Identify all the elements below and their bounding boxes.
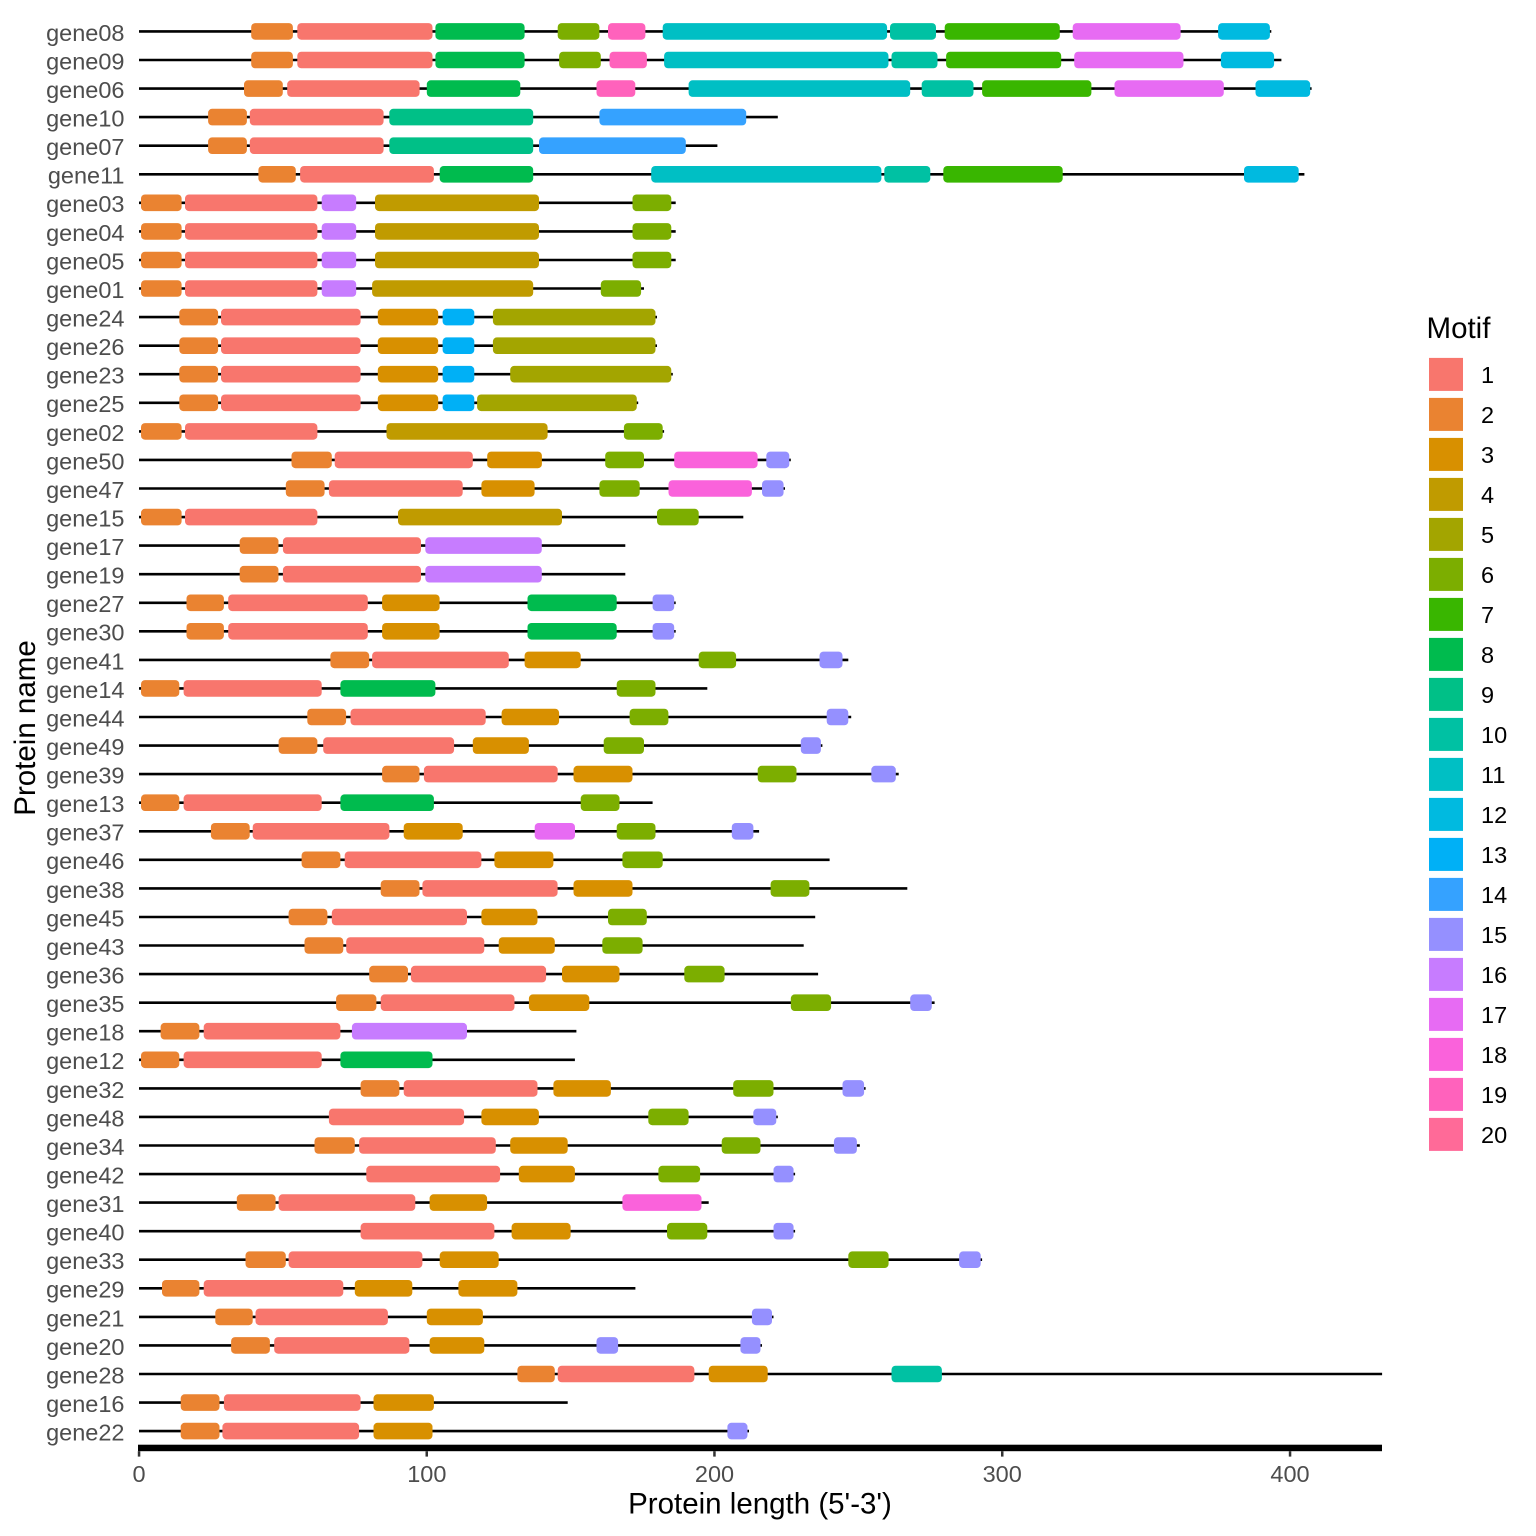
svg-text:gene49: gene49: [46, 734, 124, 760]
svg-text:gene09: gene09: [46, 48, 124, 74]
svg-text:gene41: gene41: [46, 648, 124, 674]
svg-text:gene28: gene28: [46, 1362, 124, 1388]
svg-text:gene13: gene13: [46, 791, 124, 817]
svg-text:gene01: gene01: [46, 277, 124, 303]
svg-text:gene23: gene23: [46, 363, 124, 389]
svg-text:gene07: gene07: [46, 134, 124, 160]
svg-text:17: 17: [1481, 1002, 1507, 1028]
svg-text:gene27: gene27: [46, 591, 124, 617]
svg-text:12: 12: [1481, 802, 1507, 828]
svg-text:8: 8: [1481, 642, 1494, 668]
svg-text:gene18: gene18: [46, 1020, 124, 1046]
svg-text:gene31: gene31: [46, 1191, 124, 1217]
svg-text:gene17: gene17: [46, 534, 124, 560]
svg-text:gene30: gene30: [46, 620, 124, 646]
svg-text:400: 400: [1270, 1461, 1309, 1487]
svg-text:gene11: gene11: [48, 163, 125, 189]
svg-text:1: 1: [1481, 362, 1494, 388]
svg-text:gene29: gene29: [46, 1277, 124, 1303]
svg-text:gene33: gene33: [46, 1248, 124, 1274]
svg-text:gene16: gene16: [46, 1391, 124, 1417]
svg-text:gene32: gene32: [46, 1077, 124, 1103]
svg-text:gene14: gene14: [46, 677, 124, 703]
svg-text:gene44: gene44: [46, 705, 124, 731]
svg-text:gene03: gene03: [46, 191, 124, 217]
svg-text:300: 300: [983, 1461, 1022, 1487]
svg-text:gene42: gene42: [46, 1163, 124, 1189]
svg-text:gene19: gene19: [46, 563, 124, 589]
svg-text:gene20: gene20: [46, 1334, 124, 1360]
svg-text:gene10: gene10: [46, 106, 124, 132]
svg-text:5: 5: [1481, 522, 1494, 548]
svg-text:gene46: gene46: [46, 848, 124, 874]
svg-text:gene02: gene02: [46, 420, 124, 446]
svg-text:13: 13: [1481, 842, 1507, 868]
svg-text:15: 15: [1481, 922, 1507, 948]
svg-text:gene08: gene08: [46, 20, 124, 46]
svg-text:gene36: gene36: [46, 963, 124, 989]
svg-text:gene06: gene06: [46, 77, 124, 103]
svg-text:11: 11: [1481, 762, 1505, 788]
svg-text:100: 100: [407, 1461, 446, 1487]
svg-text:200: 200: [695, 1461, 734, 1487]
svg-text:gene24: gene24: [46, 306, 124, 332]
svg-text:19: 19: [1481, 1082, 1507, 1108]
svg-text:gene22: gene22: [46, 1420, 124, 1446]
svg-text:gene21: gene21: [46, 1305, 124, 1331]
svg-text:gene39: gene39: [46, 763, 124, 789]
svg-text:gene37: gene37: [46, 820, 124, 846]
svg-text:14: 14: [1481, 882, 1507, 908]
svg-text:gene05: gene05: [46, 248, 124, 274]
svg-text:gene50: gene50: [46, 448, 124, 474]
svg-text:Motif: Motif: [1427, 312, 1492, 345]
svg-text:10: 10: [1481, 722, 1507, 748]
svg-text:gene12: gene12: [46, 1048, 124, 1074]
svg-text:gene40: gene40: [46, 1220, 124, 1246]
svg-text:gene34: gene34: [46, 1134, 124, 1160]
svg-text:gene04: gene04: [46, 220, 124, 246]
svg-text:20: 20: [1481, 1122, 1507, 1148]
svg-text:gene25: gene25: [46, 391, 124, 417]
svg-text:gene45: gene45: [46, 905, 124, 931]
svg-text:gene35: gene35: [46, 991, 124, 1017]
svg-text:2: 2: [1481, 402, 1494, 428]
svg-text:0: 0: [132, 1461, 145, 1487]
svg-text:gene26: gene26: [46, 334, 124, 360]
svg-text:3: 3: [1481, 442, 1494, 468]
svg-text:18: 18: [1481, 1042, 1507, 1068]
svg-text:gene15: gene15: [46, 506, 124, 532]
svg-text:gene38: gene38: [46, 877, 124, 903]
svg-text:9: 9: [1481, 682, 1494, 708]
svg-text:7: 7: [1481, 602, 1494, 628]
svg-text:6: 6: [1481, 562, 1494, 588]
svg-text:gene47: gene47: [46, 477, 124, 503]
svg-text:16: 16: [1481, 962, 1507, 988]
svg-text:Protein length (5'-3'): Protein length (5'-3'): [628, 1487, 892, 1520]
svg-text:gene43: gene43: [46, 934, 124, 960]
svg-text:gene48: gene48: [46, 1105, 124, 1131]
svg-text:Protein name: Protein name: [9, 640, 42, 815]
svg-text:4: 4: [1481, 482, 1494, 508]
